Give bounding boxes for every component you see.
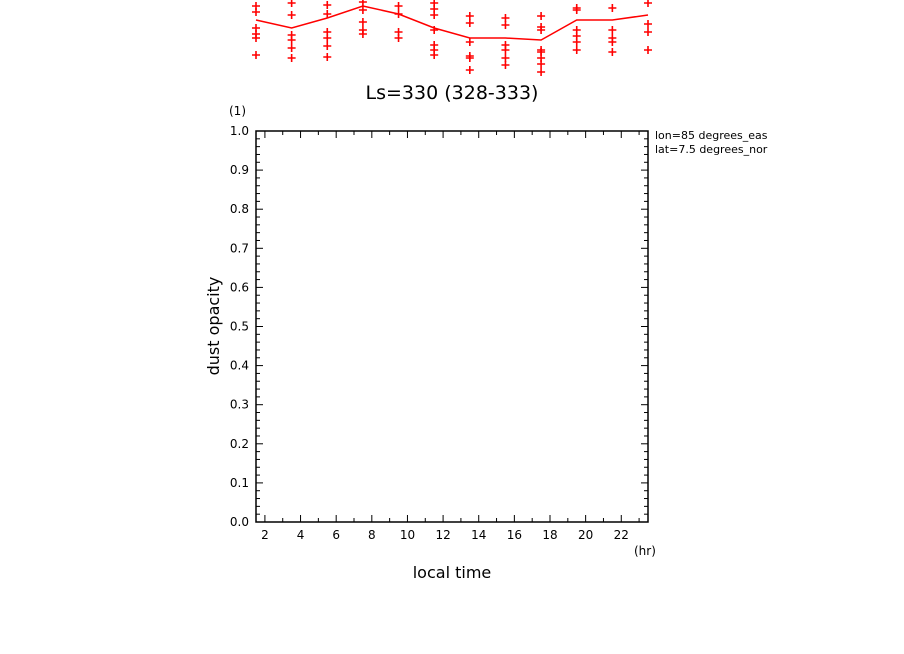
x-tick-label: 14 (471, 528, 486, 542)
y-axis-label: dust opacity (204, 277, 223, 376)
data-point-marker (358, 6, 367, 14)
x-tick-label: 18 (542, 528, 557, 542)
y-tick-label: 0.1 (230, 476, 249, 490)
data-point-marker (501, 61, 510, 69)
data-point-marker (252, 34, 260, 42)
x-tick-labels: 2 4 6 8 10 12 14 16 18 20 22 (261, 528, 629, 542)
data-point-marker (287, 44, 296, 52)
data-point-marker (323, 10, 332, 18)
data-point-marker (501, 46, 510, 54)
data-point-marker (252, 8, 260, 16)
data-point-marker (323, 1, 332, 9)
x-tick-label: 22 (614, 528, 629, 542)
y-tick-label: 0.3 (230, 398, 249, 412)
data-point-marker (287, 54, 296, 62)
data-point-marker (323, 53, 332, 61)
data-point-marker (537, 60, 546, 68)
y-tick-label: 0.5 (230, 320, 249, 334)
data-point-marker (644, 0, 652, 7)
y-tick-label: 0.9 (230, 163, 249, 177)
plot-frame (255, 130, 649, 523)
data-point-marker (501, 14, 510, 22)
data-point-marker (572, 38, 581, 46)
annotation-longitude: lon=85 degrees_eas (655, 129, 768, 142)
data-point-marker (465, 12, 474, 20)
previous-panel-partial (252, 0, 652, 76)
data-point-marker (430, 26, 439, 34)
data-point-marker (394, 34, 403, 42)
series-line-partial (255, 5, 649, 41)
annotation-latitude: lat=7.5 degrees_nor (655, 143, 768, 156)
y-tick-label: 1.0 (230, 124, 249, 138)
data-point-marker (608, 26, 617, 34)
y-tick-label: 0.0 (230, 515, 249, 529)
data-point-marker (465, 66, 474, 74)
chart-title: Ls=330 (328-333) (366, 82, 539, 104)
data-point-marker (358, 30, 367, 38)
data-point-marker (537, 26, 546, 34)
y-tick-labels: 0.0 0.1 0.2 0.3 0.4 0.5 0.6 0.7 0.8 0.9 1.0 (230, 124, 249, 529)
y-tick-label: 0.7 (230, 241, 249, 255)
data-point-marker (465, 38, 474, 46)
data-point-marker (465, 54, 474, 62)
data-point-marker (608, 4, 617, 12)
data-point-marker (287, 11, 296, 19)
data-point-marker (501, 54, 510, 62)
y-tick-label: 0.8 (230, 202, 249, 216)
x-tick-label: 2 (261, 528, 269, 542)
y-tick-label: 0.6 (230, 280, 249, 294)
data-point-marker (501, 21, 510, 29)
data-point-marker (323, 42, 332, 50)
data-point-marker (608, 38, 617, 46)
x-tick-label: 16 (507, 528, 522, 542)
x-axis-unit: (hr) (634, 544, 656, 558)
data-point-marker (430, 11, 439, 19)
x-tick-label: 10 (400, 528, 415, 542)
data-point-marker (572, 46, 581, 54)
data-point-marker (644, 46, 652, 54)
data-point-marker (644, 28, 652, 36)
y-tick-label: 0.2 (230, 437, 249, 451)
data-point-marker (323, 34, 332, 42)
data-point-marker (572, 6, 581, 14)
data-point-marker (644, 20, 652, 28)
x-tick-label: 8 (368, 528, 376, 542)
data-point-marker (394, 2, 403, 10)
axis-ticks (256, 130, 648, 523)
data-point-marker (608, 48, 617, 56)
x-tick-label: 12 (435, 528, 450, 542)
x-tick-label: 20 (578, 528, 593, 542)
data-point-marker (537, 68, 546, 76)
data-point-marker (537, 12, 546, 20)
data-point-marker (287, 0, 296, 7)
data-point-marker (252, 51, 260, 59)
x-tick-label: 4 (297, 528, 305, 542)
x-axis-label: local time (413, 563, 492, 582)
data-point-marker (287, 36, 296, 44)
data-point-marker (358, 0, 367, 6)
data-point-marker (430, 51, 439, 59)
x-tick-label: 6 (332, 528, 340, 542)
data-point-marker (358, 18, 367, 26)
data-point-marker (465, 19, 474, 27)
y-tick-label: 0.4 (230, 359, 249, 373)
data-point-marker (394, 10, 403, 18)
y-axis-unit: (1) (229, 104, 246, 118)
